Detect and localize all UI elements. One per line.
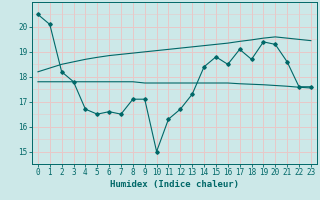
X-axis label: Humidex (Indice chaleur): Humidex (Indice chaleur) — [110, 180, 239, 189]
